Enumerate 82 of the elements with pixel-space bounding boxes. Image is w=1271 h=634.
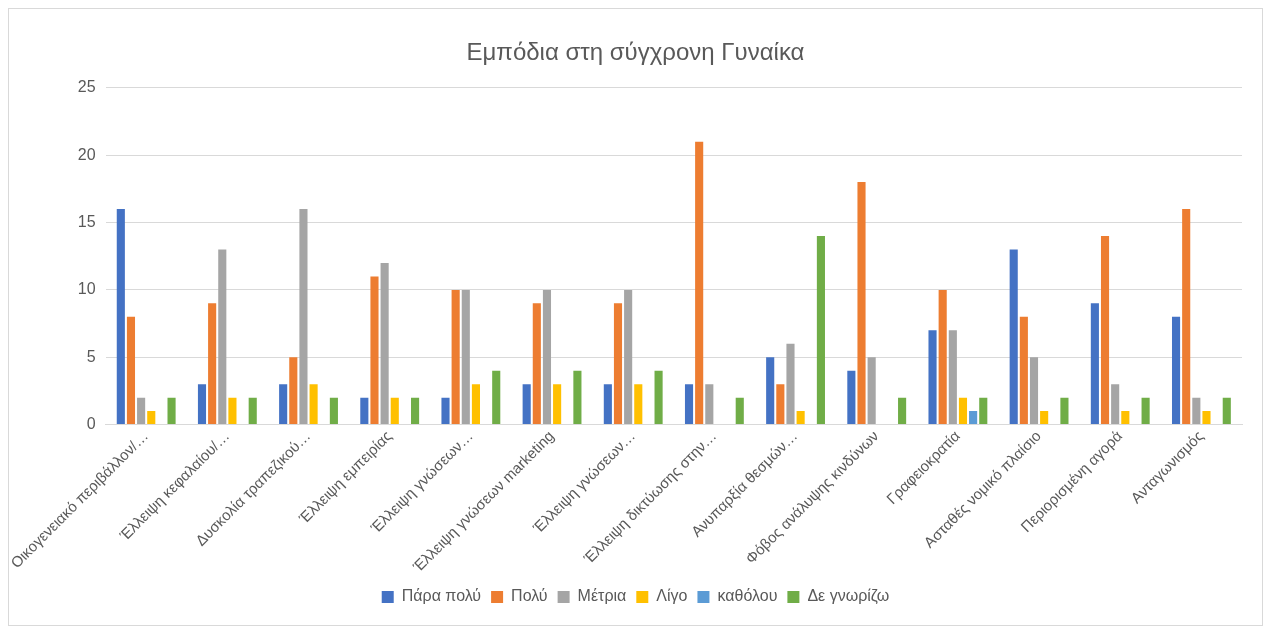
bar [1009, 249, 1018, 425]
bar [167, 397, 176, 425]
bar [360, 397, 369, 425]
chart-title: Εμπόδια στη σύγχρονη Γυναίκα [466, 38, 805, 66]
bar [441, 397, 450, 425]
bar [928, 330, 937, 425]
bar [451, 289, 460, 425]
bar [197, 384, 207, 425]
bar [218, 249, 227, 425]
y-tick-label: 20 [77, 145, 96, 163]
bar [1222, 397, 1231, 425]
bar [634, 384, 643, 425]
bar [613, 303, 623, 425]
bar [208, 303, 217, 425]
bar [603, 384, 612, 425]
bar [1121, 411, 1130, 425]
bar [857, 182, 866, 425]
bar [1090, 303, 1099, 425]
bar [1192, 397, 1201, 425]
bar [867, 357, 876, 425]
bar [116, 209, 125, 425]
bar [126, 316, 136, 425]
bar [847, 370, 856, 425]
bar [1029, 357, 1039, 425]
bar [816, 235, 825, 425]
bar [411, 397, 420, 425]
bar [705, 384, 714, 425]
bar [1100, 235, 1110, 425]
bar [898, 397, 907, 425]
bar [695, 141, 704, 425]
bar [1019, 316, 1028, 425]
bar [248, 397, 257, 425]
bar [979, 397, 988, 425]
bar [147, 411, 156, 425]
legend-label: Πάρα πολύ [401, 587, 482, 605]
bar [279, 384, 288, 425]
legend-label: Μέτρια [577, 587, 627, 605]
bar [1040, 411, 1049, 425]
bar [228, 397, 237, 425]
bar [370, 276, 379, 425]
bar [390, 397, 399, 425]
y-tick-label: 0 [86, 415, 96, 432]
bar [329, 397, 338, 425]
bar [137, 397, 146, 425]
bar [1182, 209, 1191, 425]
bar [1060, 397, 1069, 425]
y-tick-label: 25 [77, 78, 96, 96]
bar [654, 370, 663, 425]
bar [786, 343, 795, 425]
bar [776, 384, 785, 425]
bar [309, 384, 318, 425]
bar [624, 289, 633, 425]
bar [684, 384, 694, 425]
bar [735, 397, 744, 425]
bar [461, 289, 470, 425]
bar [958, 397, 968, 425]
bar [542, 289, 552, 425]
bar [289, 357, 298, 425]
bar [471, 384, 480, 425]
bar [522, 384, 531, 425]
bar [796, 411, 805, 425]
bar [948, 330, 957, 425]
bar [969, 411, 978, 425]
bar [766, 357, 775, 425]
bar [1111, 384, 1120, 425]
bar [573, 370, 582, 425]
bar [938, 289, 947, 425]
y-tick-label: 5 [86, 347, 96, 365]
legend-label: Πολύ [511, 587, 548, 605]
bar [1202, 411, 1211, 425]
y-tick-label: 10 [77, 280, 96, 298]
bar [380, 262, 389, 425]
bar [1171, 316, 1181, 425]
legend-label: Λίγο [656, 587, 688, 605]
y-tick-label: 15 [77, 212, 96, 230]
legend-label: Δε γνωρίζω [807, 587, 890, 606]
legend-label: καθόλου [717, 587, 778, 605]
bar [299, 209, 308, 425]
bar [1141, 397, 1150, 425]
bar [492, 370, 501, 425]
bar [532, 303, 541, 425]
bar [553, 384, 562, 425]
